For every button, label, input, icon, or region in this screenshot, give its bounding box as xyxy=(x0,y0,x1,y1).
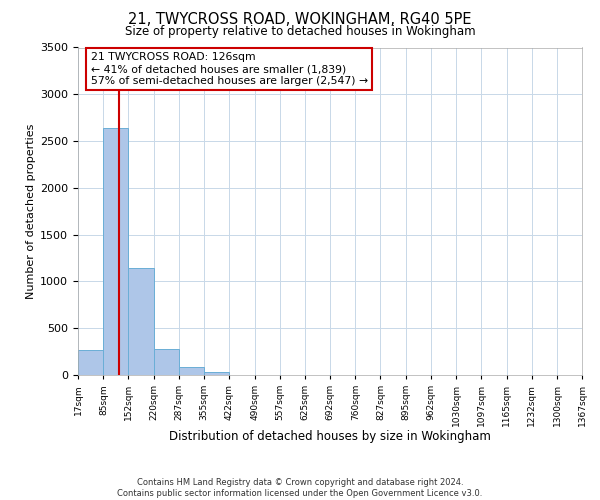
Text: 21, TWYCROSS ROAD, WOKINGHAM, RG40 5PE: 21, TWYCROSS ROAD, WOKINGHAM, RG40 5PE xyxy=(128,12,472,28)
Bar xyxy=(103,128,128,375)
Bar xyxy=(78,350,103,375)
Text: Contains HM Land Registry data © Crown copyright and database right 2024.
Contai: Contains HM Land Registry data © Crown c… xyxy=(118,478,482,498)
Bar xyxy=(179,367,204,375)
Bar xyxy=(128,268,154,375)
X-axis label: Distribution of detached houses by size in Wokingham: Distribution of detached houses by size … xyxy=(169,430,491,444)
Bar xyxy=(204,372,229,375)
Bar xyxy=(154,350,179,375)
Text: Size of property relative to detached houses in Wokingham: Size of property relative to detached ho… xyxy=(125,25,475,38)
Text: 21 TWYCROSS ROAD: 126sqm
← 41% of detached houses are smaller (1,839)
57% of sem: 21 TWYCROSS ROAD: 126sqm ← 41% of detach… xyxy=(91,52,368,86)
Y-axis label: Number of detached properties: Number of detached properties xyxy=(26,124,36,299)
